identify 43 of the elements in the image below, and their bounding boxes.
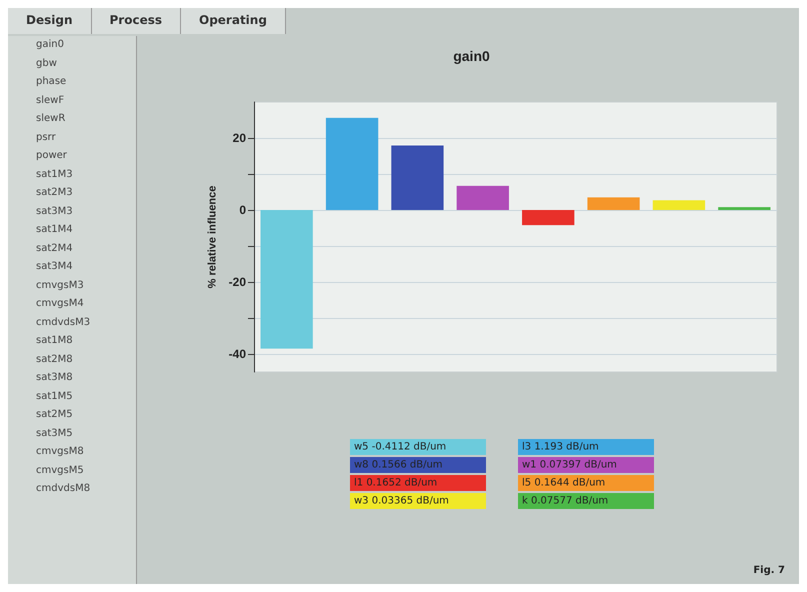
text: psrr — [35, 130, 57, 144]
text: sat3M8 — [35, 371, 74, 385]
text: sat2M5 — [35, 408, 74, 422]
text: gain0 — [35, 38, 65, 52]
text: cmvgsM3 — [35, 278, 85, 292]
text: sat1M3 — [35, 168, 74, 182]
text: slewF — [35, 94, 66, 108]
y-tick-label: 20 — [232, 131, 246, 145]
text: w8 0.1566 dB/um — [354, 460, 443, 470]
y-tick-label: 0 — [239, 203, 246, 217]
text: sat3M3 — [35, 204, 74, 218]
text: l3 1.193 dB/um — [522, 442, 599, 452]
text: Operating — [181, 8, 286, 34]
text: sat2M4 — [35, 242, 74, 256]
chart-title: gain0 — [453, 48, 490, 64]
text: sat1M8 — [35, 334, 74, 348]
text: cmvgsM4 — [35, 297, 85, 311]
text: phase — [35, 75, 68, 89]
caption: Fig. 7 — [753, 565, 785, 576]
text: w1 0.07397 dB/um — [522, 460, 617, 470]
text: l1 0.1652 dB/um — [354, 478, 438, 488]
text: k 0.07577 dB/um — [522, 496, 608, 506]
text: cmvgsM5 — [35, 464, 85, 478]
text: gbw — [35, 56, 58, 70]
y-tick-label: -20 — [228, 275, 246, 289]
text: sat3M5 — [35, 426, 74, 440]
text: cmvgsM8 — [35, 445, 85, 459]
text: w5 -0.4112 dB/um — [354, 442, 446, 452]
text: cmdvdsM3 — [35, 316, 92, 330]
text: l5 0.1644 dB/um — [522, 478, 606, 488]
text: sat1M5 — [35, 390, 74, 404]
text: Design — [8, 8, 92, 34]
y-axis-title: % relative influence — [206, 186, 218, 288]
text: power — [35, 149, 68, 163]
text: Process — [92, 8, 181, 34]
text: sat3M4 — [35, 260, 74, 274]
text: sat2M8 — [35, 352, 74, 366]
y-tick-label: -40 — [228, 347, 246, 361]
text: slewR — [35, 112, 66, 126]
text: w3 0.03365 dB/um — [354, 496, 449, 506]
text: cmdvdsM8 — [35, 482, 92, 496]
text: sat2M3 — [35, 186, 74, 200]
text: sat1M4 — [35, 223, 74, 237]
